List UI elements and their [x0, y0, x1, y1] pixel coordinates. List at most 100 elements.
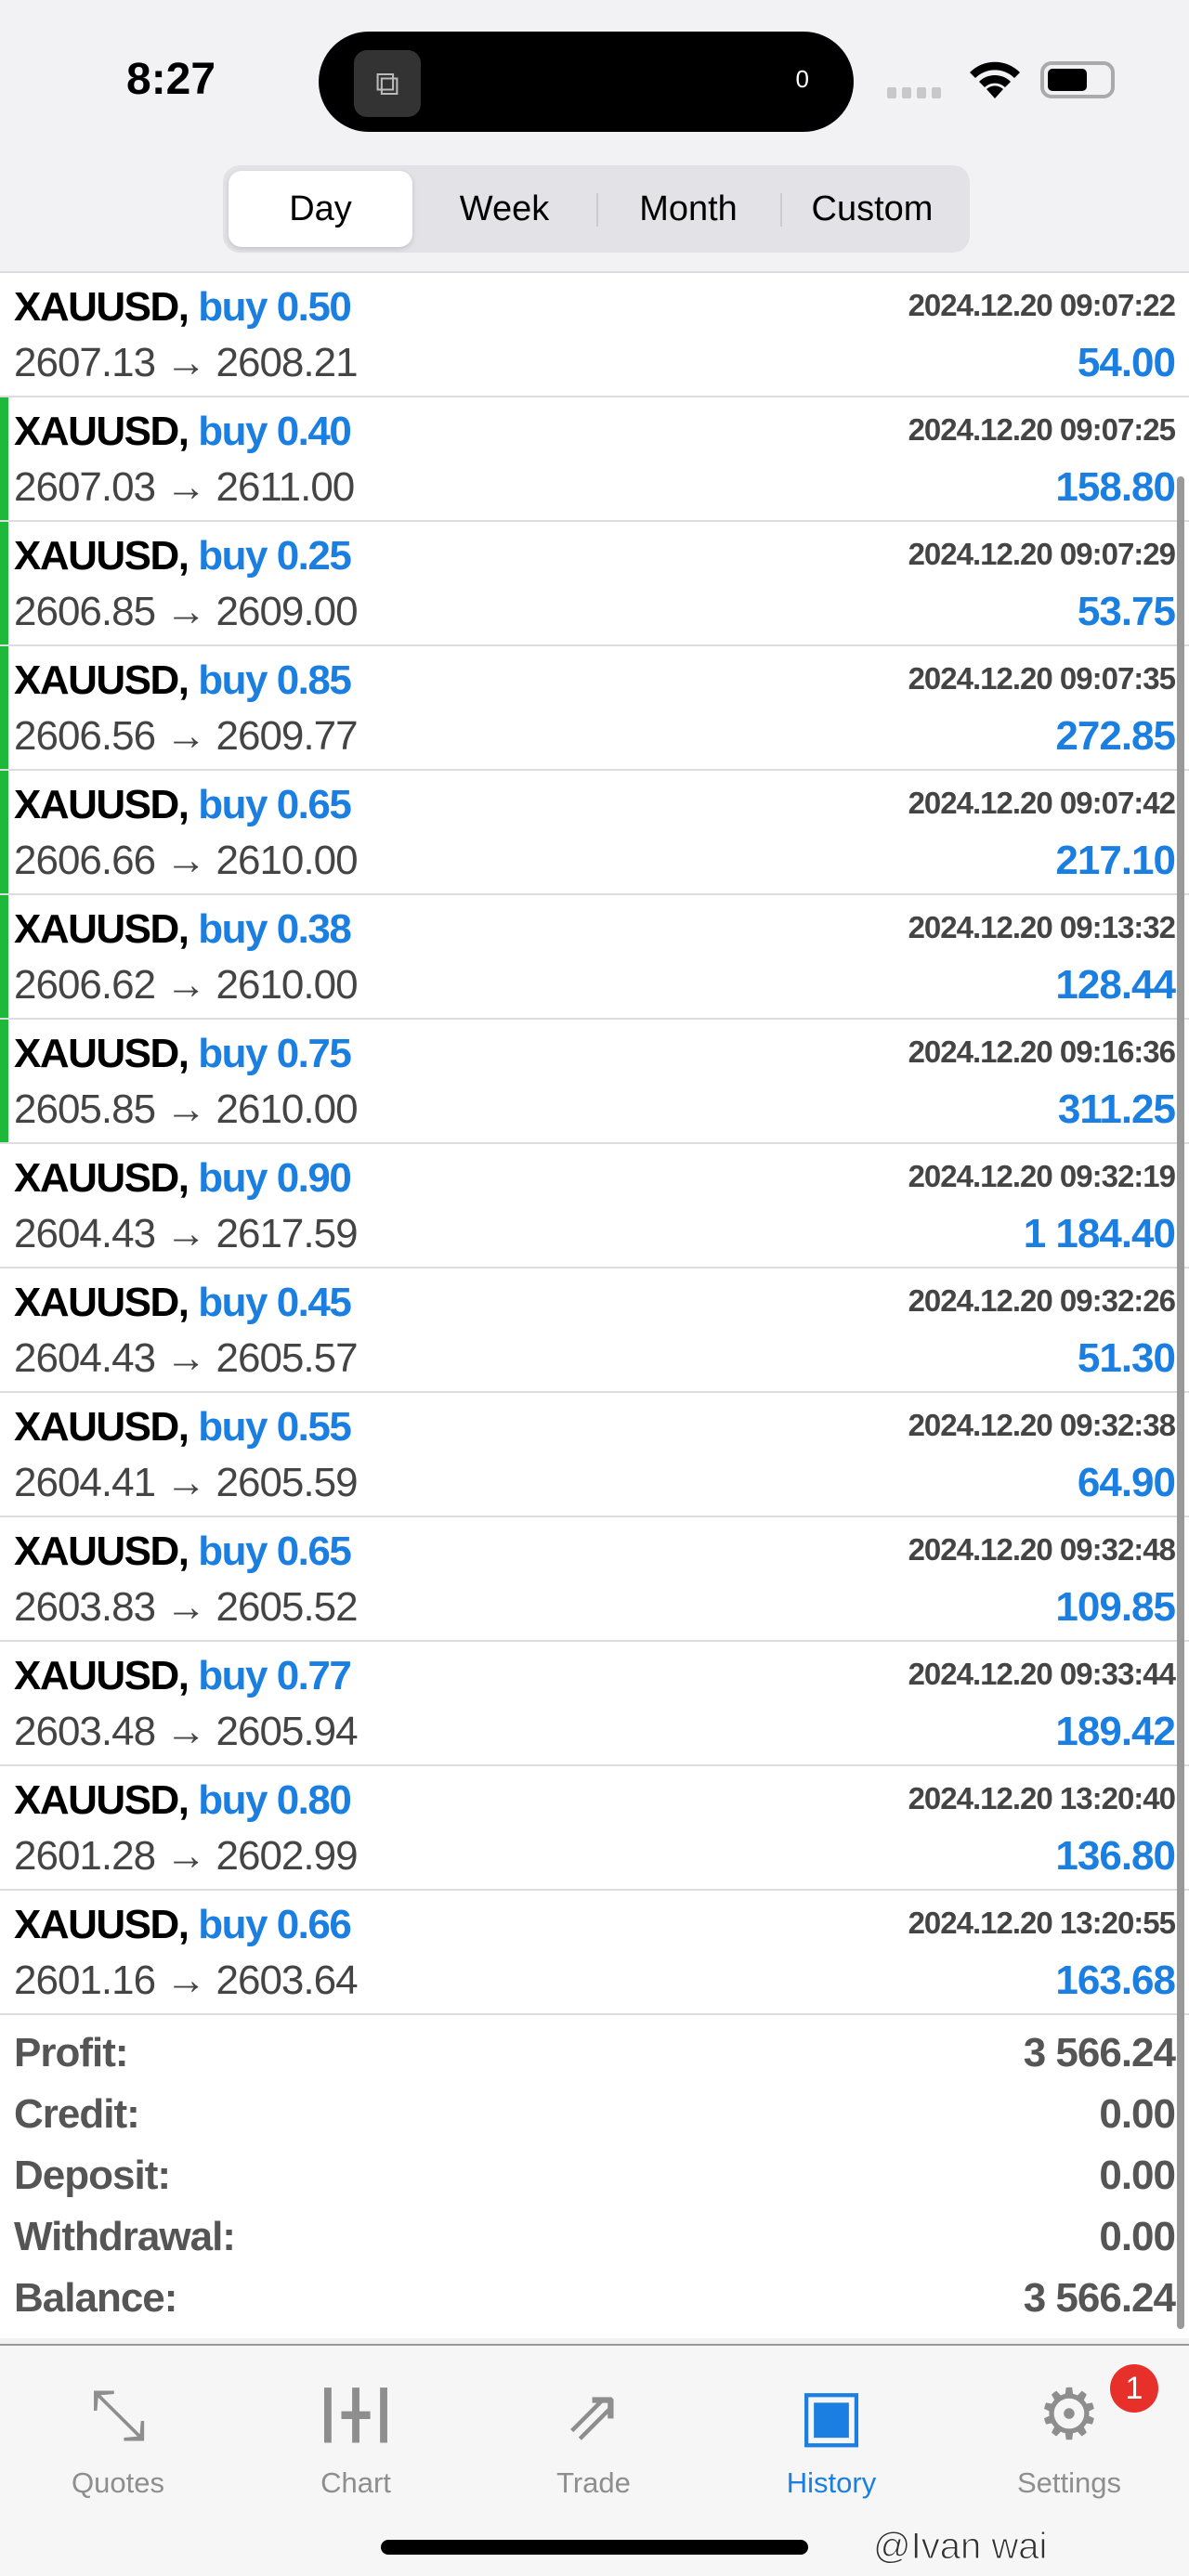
tab-settings[interactable]: ⚙ Settings 1	[976, 2364, 1162, 2500]
inbox-tray-icon: ▣	[798, 2375, 865, 2454]
summary-value: 3 566.24	[1023, 2275, 1176, 2321]
deal-prices: 2601.16 → 2603.64	[14, 1958, 359, 2003]
deal-profit: 53.75	[1077, 589, 1176, 634]
deal-side-volume: buy 0.40	[198, 409, 352, 454]
deal-row[interactable]: XAUUSD, buy 0.65 2024.12.20 09:32:48 260…	[0, 1517, 1189, 1642]
deal-title: XAUUSD, buy 0.40	[14, 409, 352, 455]
tab-label: Settings	[1016, 2466, 1121, 2499]
deal-profit: 54.00	[1077, 340, 1176, 385]
deal-profit: 51.30	[1077, 1335, 1176, 1381]
dynamic-island: ⧉ 0	[319, 32, 854, 132]
deal-prices: 2604.43 → 2605.57	[14, 1335, 359, 1381]
notification-badge: 1	[1110, 2364, 1158, 2413]
deal-time: 2024.12.20 09:07:42	[908, 786, 1176, 820]
scrollbar[interactable]	[1177, 476, 1184, 2329]
battery-icon	[1040, 61, 1115, 98]
deal-side-volume: buy 0.45	[198, 1280, 352, 1325]
tab-trade[interactable]: ⇗ Trade	[501, 2364, 686, 2500]
deal-row[interactable]: XAUUSD, buy 0.65 2024.12.20 09:07:42 260…	[0, 771, 1189, 895]
deal-time: 2024.12.20 09:07:22	[908, 288, 1176, 322]
summary-value: 0.00	[1099, 2214, 1176, 2259]
deal-symbol: XAUUSD,	[14, 1155, 189, 1201]
deal-title: XAUUSD, buy 0.50	[14, 284, 352, 331]
tab-label: Trade	[556, 2466, 631, 2499]
deal-time: 2024.12.20 09:32:48	[908, 1532, 1176, 1567]
deal-time: 2024.12.20 09:13:32	[908, 910, 1176, 944]
deal-prices: 2606.66 → 2610.00	[14, 838, 359, 883]
deal-title: XAUUSD, buy 0.75	[14, 1031, 352, 1077]
segment-day[interactable]: Day	[229, 171, 412, 247]
deal-row[interactable]: XAUUSD, buy 0.38 2024.12.20 09:13:32 260…	[0, 895, 1189, 1020]
deal-symbol: XAUUSD,	[14, 1777, 189, 1823]
deal-profit: 158.80	[1055, 464, 1176, 510]
summary-deposit: Deposit: 0.00	[14, 2145, 1176, 2206]
summary-value: 3 566.24	[1023, 2030, 1176, 2075]
deal-profit: 272.85	[1055, 713, 1176, 759]
deal-title: XAUUSD, buy 0.65	[14, 782, 352, 828]
summary-balance: Balance: 3 566.24	[14, 2268, 1176, 2329]
deal-row[interactable]: XAUUSD, buy 0.50 2024.12.20 09:07:22 260…	[0, 273, 1189, 397]
cellular-signal-icon	[887, 87, 941, 98]
deal-time: 2024.12.20 13:20:40	[908, 1781, 1176, 1815]
deal-time: 2024.12.20 09:32:38	[908, 1408, 1176, 1442]
clock: 8:27	[126, 55, 216, 104]
deal-row[interactable]: XAUUSD, buy 0.80 2024.12.20 13:20:40 260…	[0, 1766, 1189, 1891]
deal-row[interactable]: XAUUSD, buy 0.40 2024.12.20 09:07:25 260…	[0, 397, 1189, 522]
segment-month[interactable]: Month	[596, 171, 780, 247]
deal-side-volume: buy 0.66	[198, 1902, 352, 1947]
deal-row[interactable]: XAUUSD, buy 0.55 2024.12.20 09:32:38 260…	[0, 1393, 1189, 1517]
segment-week[interactable]: Week	[459, 189, 550, 228]
deal-row[interactable]: XAUUSD, buy 0.90 2024.12.20 09:32:19 260…	[0, 1144, 1189, 1268]
deal-title: XAUUSD, buy 0.85	[14, 657, 352, 704]
summary-label: Credit:	[14, 2091, 140, 2137]
summary-value: 0.00	[1099, 2153, 1176, 2198]
segment-custom[interactable]: Custom	[780, 171, 964, 247]
deal-time: 2024.12.20 09:32:19	[908, 1159, 1176, 1193]
deal-title: XAUUSD, buy 0.65	[14, 1529, 352, 1575]
deal-prices: 2603.83 → 2605.52	[14, 1584, 359, 1630]
deal-symbol: XAUUSD,	[14, 1529, 189, 1574]
deal-side-volume: buy 0.90	[198, 1155, 352, 1201]
deal-row[interactable]: XAUUSD, buy 0.66 2024.12.20 13:20:55 260…	[0, 1891, 1189, 2015]
deal-prices: 2606.62 → 2610.00	[14, 962, 359, 1008]
deal-prices: 2605.85 → 2610.00	[14, 1086, 359, 1132]
deal-title: XAUUSD, buy 0.77	[14, 1653, 352, 1699]
tab-label: Chart	[320, 2466, 391, 2499]
summary-profit: Profit: 3 566.24	[14, 2023, 1176, 2084]
deal-profit: 136.80	[1055, 1833, 1176, 1879]
deal-time: 2024.12.20 09:32:26	[908, 1283, 1176, 1318]
tab-history[interactable]: ▣ History	[738, 2364, 924, 2500]
deal-title: XAUUSD, buy 0.38	[14, 906, 352, 953]
deal-title: XAUUSD, buy 0.80	[14, 1777, 352, 1824]
deal-side-volume: buy 0.38	[198, 906, 352, 952]
tab-quotes[interactable]: ⤡ Quotes	[25, 2364, 211, 2500]
summary-label: Balance:	[14, 2275, 177, 2321]
summary-value: 0.00	[1099, 2091, 1176, 2137]
deal-profit: 163.68	[1055, 1958, 1176, 2003]
deal-row[interactable]: XAUUSD, buy 0.75 2024.12.20 09:16:36 260…	[0, 1020, 1189, 1144]
tab-chart[interactable]: ┃╋┃ Chart	[263, 2364, 449, 2500]
deal-profit: 1 184.40	[1023, 1211, 1176, 1256]
deal-time: 2024.12.20 09:16:36	[908, 1034, 1176, 1069]
deal-row[interactable]: XAUUSD, buy 0.77 2024.12.20 09:33:44 260…	[0, 1642, 1189, 1766]
deal-symbol: XAUUSD,	[14, 409, 189, 454]
deal-profit: 311.25	[1057, 1086, 1176, 1132]
deal-symbol: XAUUSD,	[14, 533, 189, 579]
tab-label: History	[786, 2466, 877, 2499]
deal-row[interactable]: XAUUSD, buy 0.25 2024.12.20 09:07:29 260…	[0, 522, 1189, 646]
deal-title: XAUUSD, buy 0.55	[14, 1404, 352, 1451]
deal-side-volume: buy 0.85	[198, 657, 352, 703]
deal-prices: 2604.43 → 2617.59	[14, 1211, 359, 1256]
deal-symbol: XAUUSD,	[14, 1404, 189, 1450]
deal-title: XAUUSD, buy 0.90	[14, 1155, 352, 1202]
deal-row[interactable]: XAUUSD, buy 0.45 2024.12.20 09:32:26 260…	[0, 1268, 1189, 1393]
deal-symbol: XAUUSD,	[14, 1902, 189, 1947]
deal-symbol: XAUUSD,	[14, 1031, 189, 1076]
deal-title: XAUUSD, buy 0.25	[14, 533, 352, 579]
deal-symbol: XAUUSD,	[14, 782, 189, 827]
deal-row[interactable]: XAUUSD, buy 0.85 2024.12.20 09:07:35 260…	[0, 646, 1189, 771]
tab-bar: ⤡ Quotes ┃╋┃ Chart ⇗ Trade ▣ History ⚙ Settings 1	[0, 2344, 1189, 2576]
deal-symbol: XAUUSD,	[14, 657, 189, 703]
summary-withdrawal: Withdrawal: 0.00	[14, 2206, 1176, 2268]
watermark: @Ivan wai	[872, 2526, 1048, 2568]
